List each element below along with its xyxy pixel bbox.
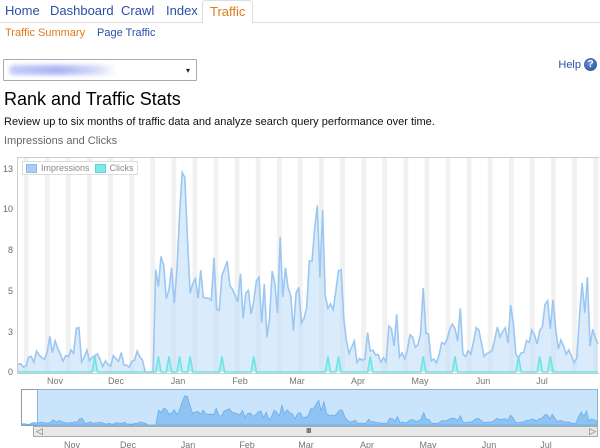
legend-clicks-swatch xyxy=(94,163,106,173)
tab-traffic[interactable]: Traffic xyxy=(202,0,254,24)
y-tick-0: 0 xyxy=(7,367,13,377)
nav-x-tick-jul: Jul xyxy=(540,440,552,448)
y-tick-13: 13 xyxy=(2,164,13,174)
x-tick-jun: Jun xyxy=(475,376,491,386)
tab-home[interactable]: Home xyxy=(5,3,40,18)
legend-impressions-swatch xyxy=(26,163,37,173)
y-tick-3: 3 xyxy=(7,327,13,337)
site-select-dropdown[interactable]: ▾ xyxy=(3,59,197,81)
nav-x-tick-jun: Jun xyxy=(481,440,497,448)
site-url-blurred xyxy=(9,65,117,75)
scroll-grip-handle[interactable]: IIIII xyxy=(306,428,312,435)
nav-x-tick-nov: Nov xyxy=(63,440,81,448)
chart-legend: Impressions Clicks xyxy=(22,161,138,175)
y-tick-5: 5 xyxy=(7,286,13,296)
tab-dashboard[interactable]: Dashboard xyxy=(50,3,114,18)
subtab-traffic-summary[interactable]: Traffic Summary xyxy=(5,27,86,39)
dropdown-arrow-icon: ▾ xyxy=(185,66,190,75)
x-tick-nov: Nov xyxy=(46,376,64,386)
scroll-left-arrow-icon[interactable]: ◁ xyxy=(36,426,43,436)
x-tick-feb: Feb xyxy=(232,376,248,386)
legend-clicks-label[interactable]: Clicks xyxy=(109,163,134,173)
help-link[interactable]: Help ? xyxy=(558,58,597,71)
help-label: Help xyxy=(558,58,581,71)
page-description: Review up to six months of traffic data … xyxy=(4,116,435,128)
x-tick-may: May xyxy=(411,376,429,386)
x-tick-jul: Jul xyxy=(536,376,548,386)
legend-impressions-label[interactable]: Impressions xyxy=(41,163,90,173)
main-tabs: Home Dashboard Crawl Index Traffic xyxy=(0,0,600,24)
nav-x-tick-apr: Apr xyxy=(359,440,375,448)
help-question-icon: ? xyxy=(584,58,597,71)
navigator-scrollbar[interactable]: ◁ IIIII ▷ xyxy=(33,426,598,437)
y-tick-10: 10 xyxy=(2,204,13,214)
page-title: Rank and Traffic Stats xyxy=(4,89,181,109)
x-tick-jan: Jan xyxy=(170,376,186,386)
chart-title: Impressions and Clicks xyxy=(4,135,118,147)
tab-crawl[interactable]: Crawl xyxy=(121,3,155,18)
nav-x-tick-may: May xyxy=(419,440,437,448)
x-tick-mar: Mar xyxy=(289,376,305,386)
tab-index[interactable]: Index xyxy=(166,3,198,18)
nav-x-tick-dec: Dec xyxy=(119,440,137,448)
x-tick-apr: Apr xyxy=(350,376,366,386)
nav-x-tick-mar: Mar xyxy=(298,440,314,448)
nav-x-tick-feb: Feb xyxy=(239,440,255,448)
scroll-right-arrow-icon[interactable]: ▷ xyxy=(589,426,596,436)
x-tick-dec: Dec xyxy=(107,376,125,386)
y-tick-8: 8 xyxy=(7,245,13,255)
nav-x-tick-jan: Jan xyxy=(180,440,196,448)
subtab-page-traffic[interactable]: Page Traffic xyxy=(97,27,156,39)
